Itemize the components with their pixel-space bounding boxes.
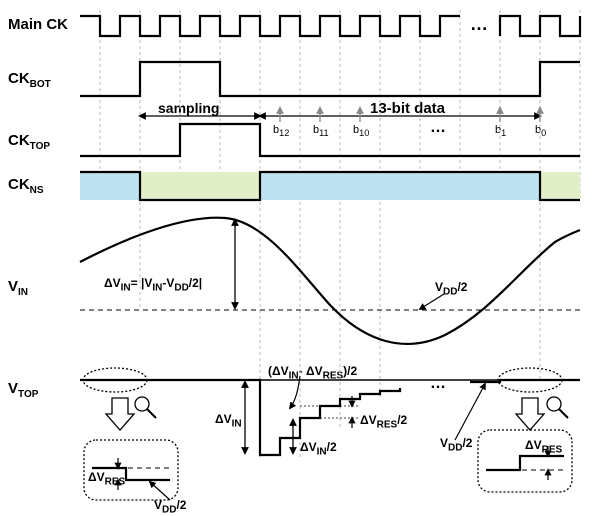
wave-vtop: …	[80, 368, 580, 455]
timing-diagram: Main CK CKBOT CKTOP CKNS VIN VTOP sampli…	[0, 0, 600, 516]
wave-ckbot	[80, 62, 580, 96]
span-databits: …	[260, 108, 540, 136]
wave-cktop	[80, 124, 580, 156]
zoom-left	[84, 440, 178, 500]
zoom-right	[478, 430, 572, 492]
ckns-bands	[80, 172, 580, 200]
zoom-arrows	[106, 397, 568, 430]
wave-vin	[80, 218, 580, 344]
svg-text:…: …	[470, 14, 488, 34]
wave-mainck: …	[80, 14, 580, 36]
svg-text:…: …	[430, 119, 446, 136]
svg-canvas: … …	[0, 0, 600, 516]
gridlines	[100, 10, 580, 460]
svg-text:…: …	[430, 375, 446, 392]
